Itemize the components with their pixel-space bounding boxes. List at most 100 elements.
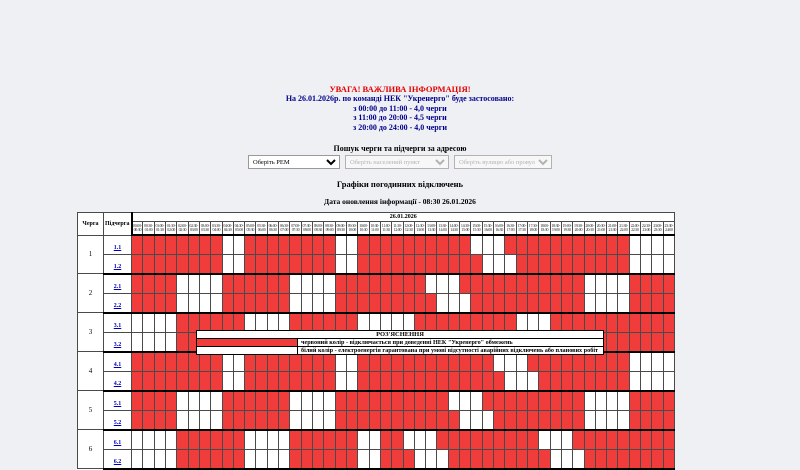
schedule-cell (651, 331, 664, 353)
schedule-cell (526, 292, 540, 314)
schedule-cell (198, 292, 212, 314)
schedule-cell (628, 351, 642, 372)
time-slot-header: 11:30- 12:00 (391, 221, 404, 236)
schedule-cell (210, 448, 223, 470)
legend-swatch-red (196, 338, 298, 347)
schedule-cell (549, 448, 562, 470)
schedule-cell (413, 273, 427, 294)
rem-select[interactable]: Оберіть РЕМ (248, 155, 340, 169)
schedule-cell (345, 409, 359, 431)
subqueue-link[interactable]: 6.2 (113, 458, 122, 465)
subqueue-link[interactable]: 5.1 (113, 400, 122, 407)
schedule-cell (232, 390, 246, 411)
schedule-cell (549, 234, 562, 255)
schedule-cell (164, 292, 178, 314)
schedule-cell (357, 448, 370, 470)
schedule-cell (515, 292, 528, 314)
subqueue-link[interactable]: 3.2 (113, 341, 122, 348)
street-select[interactable]: Оберіть вулицю або провулок (454, 155, 552, 169)
schedule-cell (572, 292, 585, 314)
schedule-cell (391, 448, 404, 470)
schedule-cell (425, 273, 438, 294)
schedule-cell (357, 273, 370, 294)
schedule-cell (538, 292, 551, 314)
schedule-cell (210, 409, 223, 431)
schedule-cell (515, 448, 528, 470)
schedule-cell (153, 390, 166, 411)
schedule-cell (221, 448, 234, 470)
schedule-cell (187, 292, 200, 314)
schedule-cell (515, 390, 528, 411)
schedule-cell (176, 448, 189, 470)
time-slot-header: 08:30- 09:00 (323, 221, 336, 236)
schedule-cell (402, 390, 415, 411)
schedule-cell (266, 273, 280, 294)
subqueue-link[interactable]: 5.2 (113, 419, 122, 426)
subqueue-link[interactable]: 6.1 (113, 439, 122, 446)
schedule-cell (617, 390, 630, 411)
schedule-cell (662, 273, 676, 294)
subqueue-link[interactable]: 2.2 (113, 302, 122, 309)
schedule-cell (425, 409, 438, 431)
time-slot-header: 00:30- 01:00 (142, 221, 155, 236)
schedule-cell (606, 448, 619, 470)
subqueue-link[interactable]: 4.2 (113, 380, 122, 387)
schedule-cell (176, 409, 189, 431)
schedule-cell (278, 234, 291, 255)
schedule-cell (549, 253, 562, 275)
schedule-cell (142, 370, 155, 392)
subqueue-link[interactable]: 1.2 (113, 263, 122, 270)
schedule-cell (289, 370, 302, 392)
subqueue-link[interactable]: 1.1 (113, 244, 122, 251)
schedule-cell (164, 234, 178, 255)
schedule-cell (198, 429, 212, 450)
schedule-cell (606, 429, 619, 450)
schedule-cell (130, 409, 144, 431)
schedule-row: 1 1.1 (77, 234, 676, 274)
schedule-cell (492, 234, 506, 255)
schedule-cell (459, 370, 472, 392)
time-slot-header: 15:00- 15:30 (470, 221, 483, 236)
schedule-cell (153, 370, 166, 392)
schedule-cell (436, 390, 449, 411)
schedule-cell (334, 429, 347, 450)
schedule-cell (640, 234, 653, 255)
legend-title: РОЗ'ЯСНЕННЯ (196, 330, 604, 339)
schedule-title: Графіки погодинних відключень (336, 179, 464, 189)
schedule-cell (481, 409, 495, 431)
settlement-select[interactable]: Оберіть населений пункт (345, 155, 449, 169)
schedule-cell (560, 370, 574, 392)
schedule-cell (210, 429, 223, 450)
schedule-cell (606, 234, 619, 255)
subqueue-link[interactable]: 3.1 (113, 322, 122, 329)
schedule-cell (470, 409, 483, 431)
schedule-cell (606, 253, 619, 275)
schedule-cell (526, 429, 540, 450)
time-slot-header: 07:30- 08:00 (300, 221, 314, 236)
subqueue-link[interactable]: 2.1 (113, 283, 122, 290)
schedule-cell (459, 390, 472, 411)
subqueue-link[interactable]: 4.1 (113, 361, 122, 368)
schedule-cell (617, 292, 630, 314)
schedule-cell (526, 448, 540, 470)
schedule-cell (176, 331, 189, 353)
schedule-cell (300, 234, 314, 255)
schedule-cell (628, 448, 642, 470)
schedule-cell (153, 312, 166, 333)
schedule-cell (606, 409, 619, 431)
legend-text-white: білий колір - електроенергія гарантована… (297, 346, 604, 355)
time-slot-header: 18:30- 19:00 (549, 221, 562, 236)
schedule-cell (662, 370, 676, 392)
schedule-cell (651, 253, 664, 275)
schedule-cell (470, 370, 483, 392)
schedule-cell (662, 292, 676, 314)
schedule-cell (628, 429, 642, 450)
schedule-cell (436, 370, 449, 392)
schedule-cell (402, 429, 415, 450)
time-slot-header: 08:00- 08:30 (311, 221, 325, 236)
schedule-cell (447, 370, 461, 392)
schedule-cell (651, 429, 664, 450)
schedule-cell (255, 234, 268, 255)
schedule-cell (244, 429, 257, 450)
schedule-cell (221, 429, 234, 450)
